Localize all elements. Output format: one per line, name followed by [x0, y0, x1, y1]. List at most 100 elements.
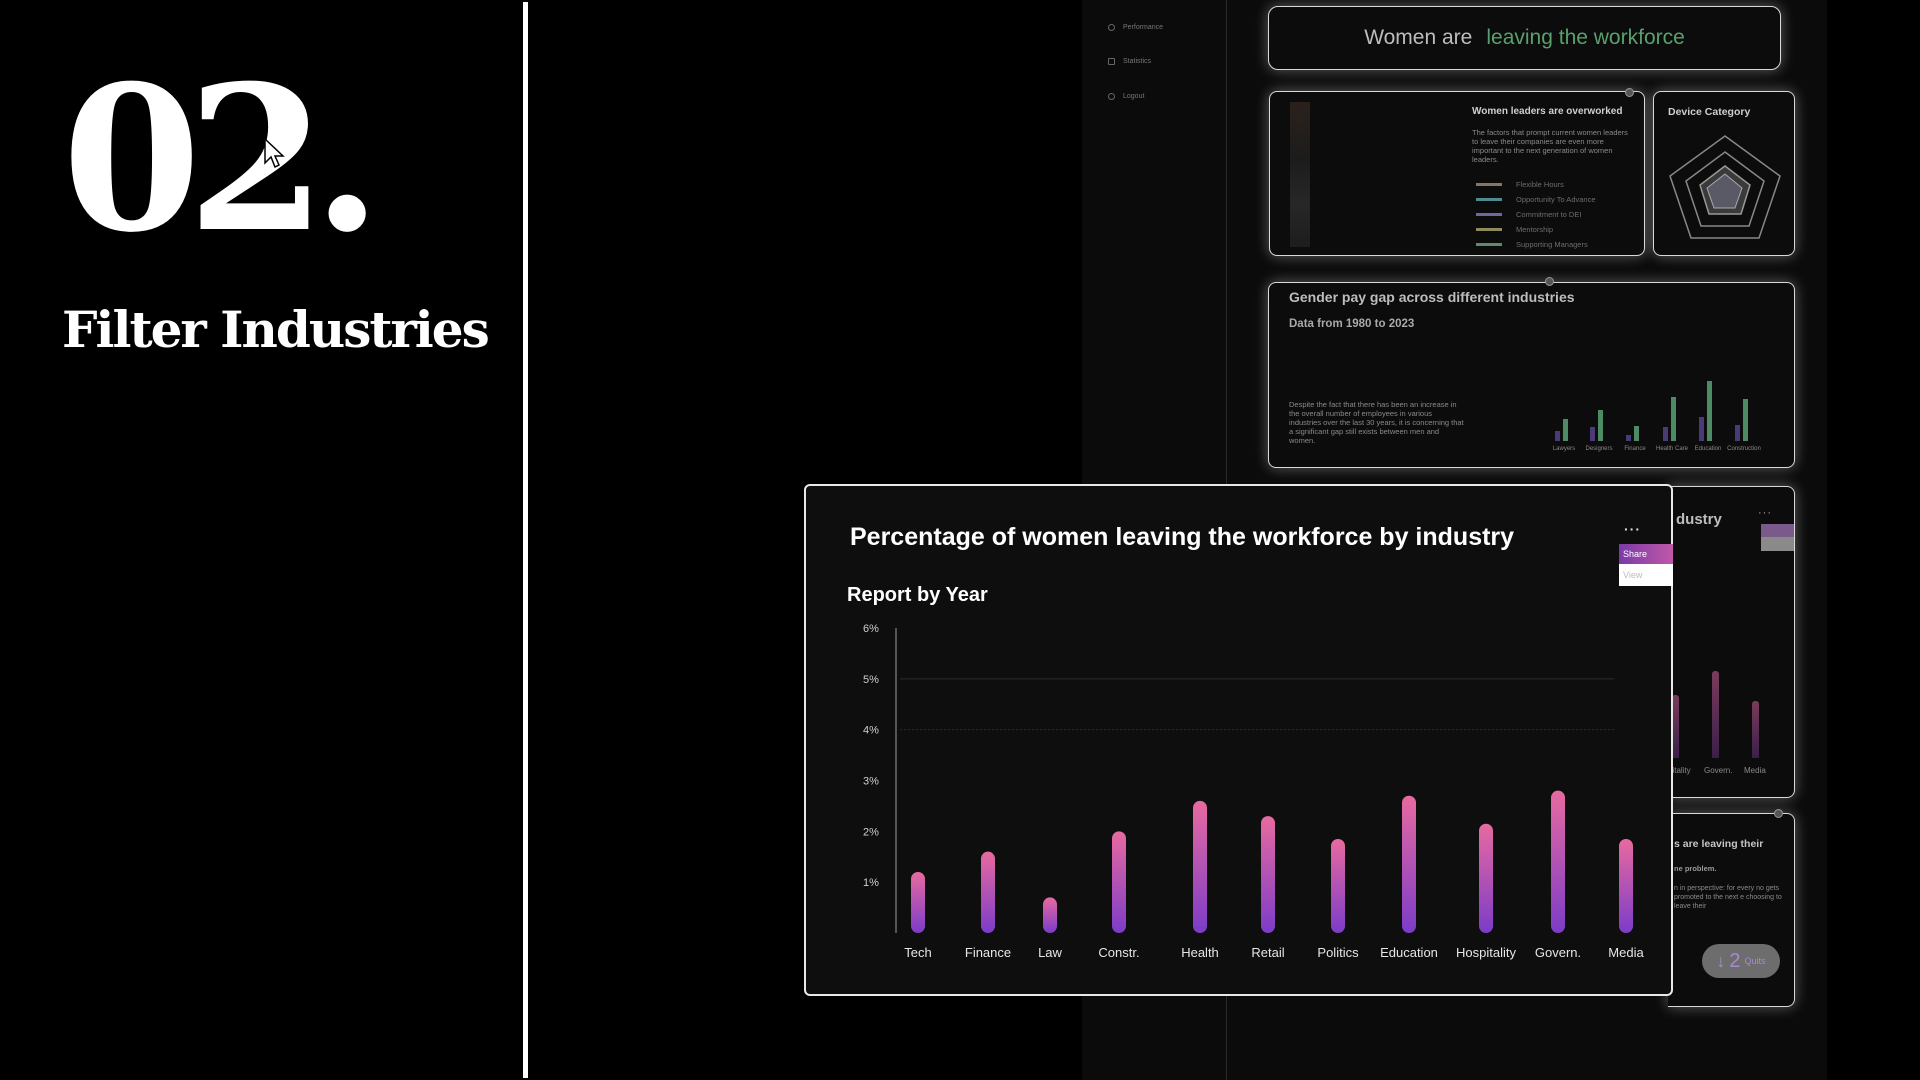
quits-badge: ↓ 2 Quits	[1702, 944, 1780, 978]
pay-gap-bar-women	[1590, 427, 1595, 441]
menu-item-view[interactable]: View	[1619, 564, 1673, 586]
y-tick-label: 3%	[863, 776, 879, 788]
legend-swatch	[1476, 243, 1502, 246]
main-chart-card[interactable]: 1% 2% 3% 4% 5% 6% Tech Finance Law Constr. Health R…	[804, 484, 1673, 996]
mini-category-label: Govern.	[1704, 766, 1733, 775]
pay-gap-category-label: Lawyers	[1552, 446, 1576, 452]
sidebar-item-label: Logout	[1123, 93, 1145, 100]
card-subtitle: Data from 1980 to 2023	[1289, 318, 1415, 330]
card-title: Gender pay gap across different industri…	[1289, 289, 1575, 305]
legend-item: Supporting Managers	[1476, 240, 1588, 249]
legend-swatch	[1476, 213, 1502, 216]
mini-bar	[1752, 701, 1759, 758]
pay-gap-bar-men	[1707, 380, 1712, 441]
sidebar-item-logout[interactable]: Logout	[1108, 93, 1144, 100]
x-tick-label: Health	[1181, 945, 1219, 960]
x-tick-label: Retail	[1251, 945, 1284, 960]
y-tick-label: 5%	[863, 674, 879, 686]
pay-gap-category-label: Finance	[1624, 446, 1646, 452]
section-title: Filter Industries	[62, 300, 490, 359]
pay-gap-bar-men	[1634, 425, 1639, 441]
legend-item: Mentorship	[1476, 225, 1553, 234]
card-title: dustry	[1676, 511, 1722, 528]
headline-part-1: Women are	[1364, 26, 1473, 49]
mouse-cursor-icon	[264, 137, 285, 169]
mini-category-label: Media	[1744, 766, 1766, 775]
legend-item: Commitment to DEI	[1476, 210, 1581, 219]
pay-gap-bar-women	[1626, 435, 1631, 441]
circle-icon	[1108, 24, 1115, 31]
pay-gap-bar-women	[1699, 417, 1704, 441]
pay-gap-category-label: Designers	[1585, 446, 1613, 452]
arrow-down-icon: ↓	[1716, 950, 1726, 971]
y-tick-label: 6%	[863, 623, 879, 635]
pay-gap-bar-men	[1598, 410, 1603, 441]
x-tick-label: Constr.	[1098, 945, 1139, 960]
bar-law	[1043, 897, 1057, 933]
card-subtitle: ne problem.	[1674, 864, 1717, 873]
pay-gap-bar-men	[1563, 419, 1568, 441]
legend-item: Opportunity To Advance	[1476, 195, 1596, 204]
legend-item: Flexible Hours	[1476, 180, 1564, 189]
pay-gap-bar-men	[1671, 397, 1676, 441]
bar-hospitality	[1479, 823, 1493, 933]
sidebar-item-performance[interactable]: Performance	[1108, 24, 1163, 31]
context-menu: Share View	[1619, 544, 1673, 586]
industry-mini-card[interactable]: dustry ··· spitality Govern. Media	[1664, 486, 1795, 798]
stacked-bar	[1290, 102, 1310, 247]
legend-label: Flexible Hours	[1516, 180, 1564, 189]
sidebar-item-label: Performance	[1123, 24, 1164, 31]
legend-swatch	[1476, 228, 1502, 231]
bar-govern	[1551, 790, 1565, 933]
card-title: Women leaders are overworked	[1472, 106, 1623, 117]
pay-gap-bar-men	[1743, 399, 1748, 441]
chart-title: Percentage of women leaving the workforc…	[850, 523, 1515, 551]
card-description: Despite the fact that there has been an …	[1289, 400, 1464, 445]
bar-politics	[1331, 838, 1345, 933]
headline-part-2: leaving the workforce	[1486, 26, 1685, 49]
x-tick-label: Politics	[1317, 945, 1359, 960]
x-tick-label: Hospitality	[1456, 945, 1516, 960]
bar-retail	[1261, 816, 1275, 933]
quits-value: 2	[1729, 949, 1741, 972]
mini-category-label: spitality	[1664, 766, 1691, 775]
chart-subtitle: Report by Year	[847, 584, 988, 606]
bar-tech	[911, 872, 925, 933]
more-icon[interactable]: ···	[1758, 507, 1772, 519]
legend-label: Supporting Managers	[1516, 240, 1588, 249]
pin-icon	[1625, 88, 1634, 97]
section-number: 02.	[62, 42, 382, 277]
vertical-divider	[523, 2, 528, 1078]
more-icon[interactable]: ···	[1624, 521, 1641, 537]
pay-gap-bar-women	[1663, 427, 1668, 441]
legend-label: Mentorship	[1516, 225, 1554, 234]
mini-bar	[1672, 695, 1679, 758]
sidebar-item-label: Statistics	[1123, 58, 1152, 65]
legend-swatch	[1476, 183, 1502, 186]
bar-chart: 1% 2% 3% 4% 5% 6% Tech Finance Law Constr. Health R…	[863, 623, 1644, 960]
menu-item-share[interactable]: Share	[1619, 544, 1673, 564]
headline-card: Women are leaving the workforce	[1268, 6, 1781, 70]
y-tick-label: 2%	[863, 826, 879, 838]
sidebar-item-statistics[interactable]: Statistics	[1108, 58, 1151, 65]
logout-icon	[1108, 93, 1115, 100]
pay-gap-card[interactable]: Gender pay gap across different industri…	[1268, 282, 1795, 468]
pay-gap-category-label: Education	[1694, 446, 1722, 452]
card-description: The factors that prompt current women le…	[1472, 128, 1628, 164]
overworked-card[interactable]: Women leaders are overworked The factors…	[1269, 91, 1645, 256]
card-title: Device Category	[1668, 106, 1751, 118]
bar-health	[1193, 800, 1207, 933]
card-description: n in perspective: for every no gets prom…	[1674, 885, 1782, 910]
radar-chart	[1669, 135, 1781, 239]
pay-gap-bar-women	[1735, 425, 1740, 441]
pin-icon	[1545, 277, 1554, 286]
leaving-card[interactable]: s are leaving their ne problem. n in per…	[1668, 813, 1795, 1007]
pay-gap-category-label: Health Care	[1655, 446, 1688, 452]
device-category-card[interactable]: Device Category	[1653, 91, 1795, 256]
bar-icon	[1108, 58, 1115, 65]
y-tick-label: 1%	[863, 877, 879, 889]
bar-media	[1619, 838, 1633, 933]
legend-swatch	[1476, 198, 1502, 201]
pay-gap-category-label: Construction	[1727, 446, 1761, 452]
x-tick-label: Media	[1608, 945, 1644, 960]
